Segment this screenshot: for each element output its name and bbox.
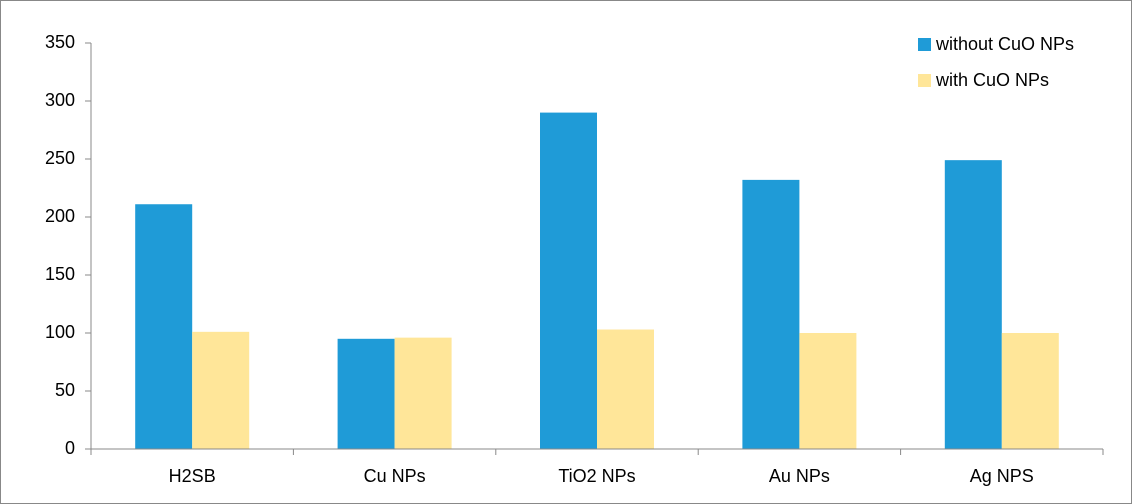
bar <box>742 179 800 449</box>
legend-label: with CuO NPs <box>935 70 1049 90</box>
y-tick-label: 100 <box>45 322 75 342</box>
y-tick-label: 250 <box>45 148 75 168</box>
bar <box>597 329 654 449</box>
y-tick-label: 350 <box>45 32 75 52</box>
x-tick-label: Cu NPs <box>364 466 426 486</box>
bar <box>1001 333 1059 449</box>
legend-swatch <box>918 38 931 51</box>
bar <box>192 331 250 449</box>
x-tick-label: H2SB <box>169 466 216 486</box>
y-tick-label: 50 <box>55 380 75 400</box>
bar <box>394 337 452 449</box>
legend-label: without CuO NPs <box>935 34 1074 54</box>
legend-swatch <box>918 74 931 87</box>
x-tick-label: Au NPs <box>769 466 830 486</box>
y-tick-label: 300 <box>45 90 75 110</box>
bar <box>337 338 395 449</box>
x-tick-label: TiO2 NPs <box>558 466 635 486</box>
bar <box>799 333 857 449</box>
y-tick-label: 150 <box>45 264 75 284</box>
y-tick-label: 0 <box>65 438 75 458</box>
bar <box>135 204 193 449</box>
y-tick-label: 200 <box>45 206 75 226</box>
x-tick-label: Ag NPS <box>970 466 1034 486</box>
bar <box>540 112 597 449</box>
bar <box>944 160 1002 449</box>
